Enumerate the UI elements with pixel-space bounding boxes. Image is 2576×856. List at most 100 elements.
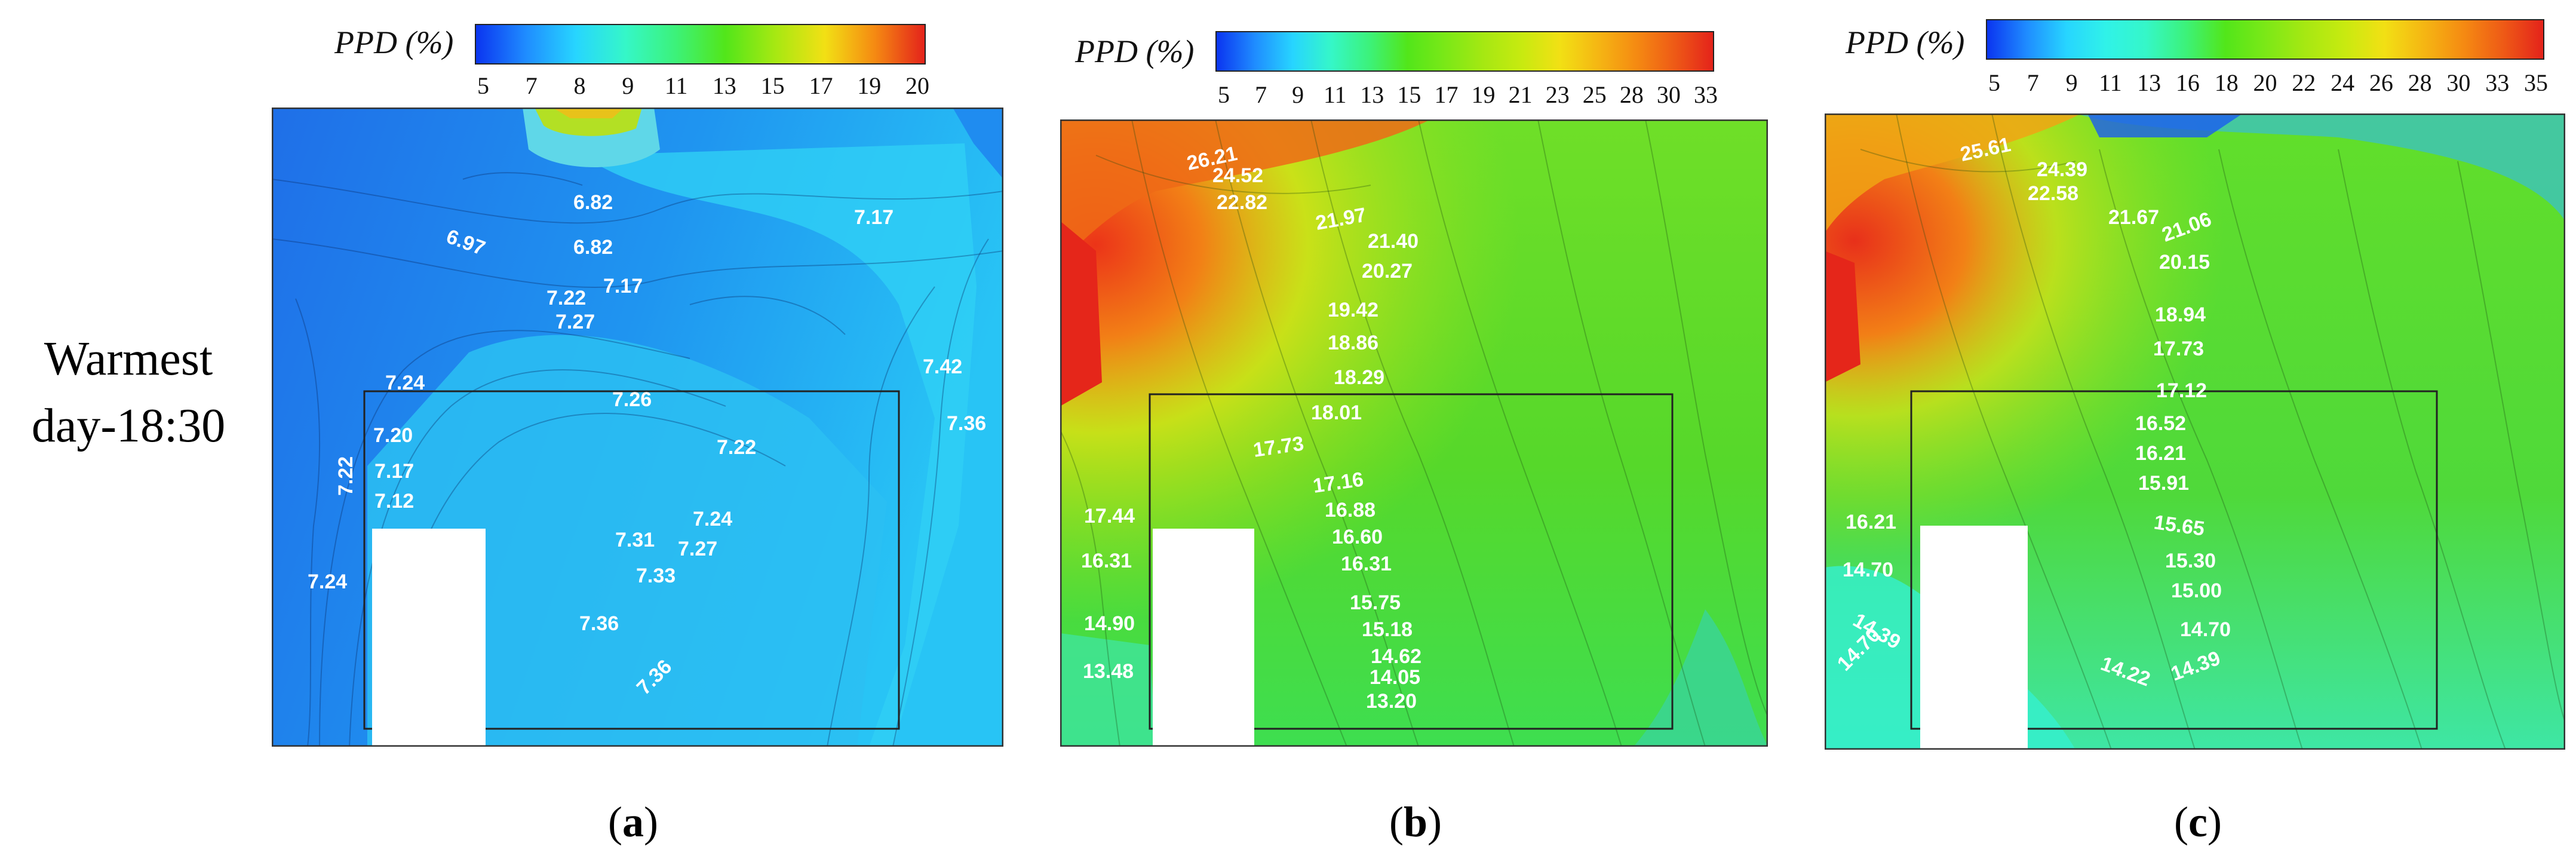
colorbar-tick-label: 21 xyxy=(1508,81,1533,108)
contour-label: 7.27 xyxy=(678,538,717,560)
contour-label: 7.20 xyxy=(373,424,413,447)
contour-label: 15.75 xyxy=(1350,591,1401,614)
contour-plot-a: 6.82 6.97 6.82 7.17 7.17 7.22 7.27 7.24 … xyxy=(272,108,1003,747)
subcaption-letter: a xyxy=(622,798,644,846)
contour-label: 16.31 xyxy=(1081,550,1132,572)
contour-label: 24.39 xyxy=(2037,158,2087,181)
colorbar-tick-label: 26 xyxy=(2369,69,2393,96)
colorbar-title: PPD (%) xyxy=(1075,33,1195,69)
colorbar-tick-label: 5 xyxy=(477,72,489,99)
colorbar-tick-label: 23 xyxy=(1545,81,1570,108)
contour-label: 17.73 xyxy=(2153,338,2204,360)
contour-label: 7.17 xyxy=(603,275,643,297)
contour-label: 17.44 xyxy=(1084,505,1135,527)
contour-plot-b: 26.21 24.52 22.82 21.97 21.40 20.27 19.4… xyxy=(1060,119,1768,747)
contour-label: 18.29 xyxy=(1334,366,1384,389)
contour-label: 17.12 xyxy=(2156,379,2207,402)
colorbar-tick-label: 28 xyxy=(2408,69,2432,96)
colorbar-tick-label: 11 xyxy=(1323,81,1347,108)
colorbar-tick-label: 5 xyxy=(1988,69,2000,96)
colorbar-tick-label: 25 xyxy=(1582,81,1607,108)
contour-label: 7.22 xyxy=(717,436,756,459)
colorbar-tick-label: 17 xyxy=(809,72,833,99)
contour-label: 14.62 xyxy=(1371,645,1421,668)
colorbar-tick-label: 24 xyxy=(2331,69,2355,96)
colorbar-tick-label: 18 xyxy=(2214,69,2239,96)
colorbar-tick-label: 11 xyxy=(664,72,688,99)
contour-label: 15.30 xyxy=(2165,550,2216,572)
colorbar-tick-label: 7 xyxy=(2027,69,2039,96)
contour-label: 7.31 xyxy=(615,529,655,551)
contour-label: 15.91 xyxy=(2138,472,2189,495)
contour-plot-c: 25.61 24.39 22.58 21.67 21.06 20.15 18.9… xyxy=(1825,113,2565,750)
contour-label: 7.24 xyxy=(308,570,347,593)
colorbar-title: PPD (%) xyxy=(334,24,454,60)
subcaption-letter: b xyxy=(1403,798,1428,846)
contour-label: 7.26 xyxy=(612,388,652,411)
contour-label: 24.52 xyxy=(1212,164,1263,187)
colorbar-title: PPD (%) xyxy=(1846,24,1965,60)
row-label: Warmest day-18:30 xyxy=(0,326,257,459)
colorbar-tick-label: 35 xyxy=(2524,69,2548,96)
colorbar-tick-label: 16 xyxy=(2175,69,2200,96)
contour-label: 14.05 xyxy=(1370,666,1420,689)
colorbar xyxy=(1215,31,1714,72)
contour-label: 19.42 xyxy=(1328,299,1378,321)
contour-label: 15.18 xyxy=(1362,618,1413,641)
colorbar-tick-label: 19 xyxy=(857,72,882,99)
contour-label: 7.24 xyxy=(693,508,732,530)
colorbar-tick-label: 30 xyxy=(1656,81,1681,108)
contour-label: 7.22 xyxy=(334,456,357,496)
contour-label: 21.67 xyxy=(2108,206,2159,229)
subcaption-b: (b) xyxy=(1389,798,1442,846)
contour-label: 16.21 xyxy=(2135,442,2186,465)
contour-label: 22.82 xyxy=(1217,191,1267,214)
contour-label: 7.27 xyxy=(555,311,595,333)
contour-label: 7.36 xyxy=(579,612,619,635)
colorbar-tick-label: 9 xyxy=(1292,81,1304,108)
contour-label: 20.27 xyxy=(1362,260,1413,283)
contour-label: 14.90 xyxy=(1084,612,1135,635)
subcaption-c: (c) xyxy=(2174,798,2222,846)
contour-label: 16.21 xyxy=(1846,511,1896,533)
colorbar-tick-label: 13 xyxy=(1360,81,1384,108)
contour-label: 13.20 xyxy=(1366,690,1417,713)
colorbar-tick-label: 9 xyxy=(622,72,634,99)
subcaption-a: (a) xyxy=(608,798,658,846)
colorbar-tick-label: 28 xyxy=(1619,81,1644,108)
contour-label: 7.36 xyxy=(947,412,986,435)
colorbar xyxy=(1986,19,2544,60)
colorbar-tick-label: 17 xyxy=(1434,81,1459,108)
contour-label: 20.15 xyxy=(2159,251,2210,274)
colorbar-tick-label: 7 xyxy=(1255,81,1267,108)
contour-label: 21.40 xyxy=(1368,230,1419,253)
colorbar-tick-label: 8 xyxy=(573,72,586,99)
contour-label: 18.94 xyxy=(2155,303,2206,326)
contour-label: 16.52 xyxy=(2135,412,2186,435)
contour-label: 7.42 xyxy=(923,355,962,378)
contour-label: 18.86 xyxy=(1328,332,1378,354)
colorbar-tick-label: 33 xyxy=(2485,69,2510,96)
colorbar-tick-label: 13 xyxy=(712,72,736,99)
contour-label: 6.82 xyxy=(573,236,613,259)
colorbar-tick-label: 15 xyxy=(760,72,785,99)
colorbar-tick-label: 9 xyxy=(2065,69,2078,96)
contour-label: 22.58 xyxy=(2028,182,2078,205)
contour-label: 6.82 xyxy=(573,191,613,214)
colorbar-tick-label: 13 xyxy=(2137,69,2161,96)
colorbar-tick-label: 30 xyxy=(2446,69,2471,96)
contour-label: 7.17 xyxy=(374,460,414,483)
contour-label: 7.33 xyxy=(636,564,676,587)
colorbar-tick-label: 33 xyxy=(1694,81,1718,108)
contour-label: 16.60 xyxy=(1332,526,1383,548)
colorbar-tick-label: 7 xyxy=(525,72,538,99)
colorbar-tick-label: 15 xyxy=(1397,81,1421,108)
colorbar-tick-label: 5 xyxy=(1218,81,1230,108)
row-label-line-1: Warmest xyxy=(44,333,213,385)
contour-label: 15.00 xyxy=(2171,579,2222,602)
subcaption-letter: c xyxy=(2188,798,2207,846)
contour-label: 16.88 xyxy=(1325,499,1375,521)
contour-label: 7.12 xyxy=(374,490,414,513)
colorbar-tick-label: 19 xyxy=(1471,81,1496,108)
colorbar-tick-label: 20 xyxy=(2253,69,2277,96)
